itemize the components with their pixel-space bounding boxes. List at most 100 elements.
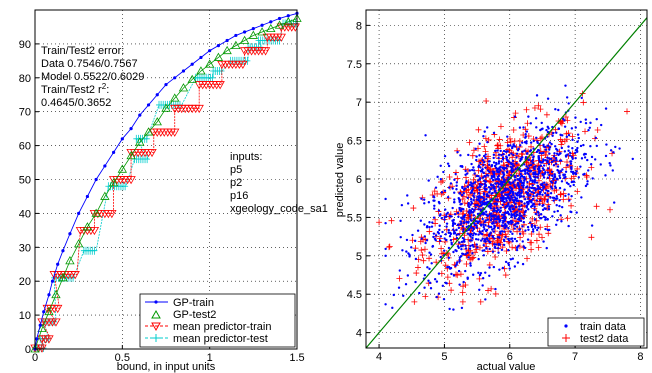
test2-data-point [523,106,530,113]
test2-data-point [490,238,497,245]
train-data-point [464,244,467,247]
train-data-point [456,150,459,154]
train-data-point [467,256,470,259]
test2-data-point [509,244,516,251]
train-data-point [493,190,496,193]
train-data-point [507,188,510,191]
train-data-point [485,173,489,177]
train-data-point [526,152,529,155]
train-data-point [604,107,608,110]
train-data-point [466,196,469,200]
left-y-tick-label: 20 [19,276,31,288]
train-data-point [546,228,549,232]
train-data-point [499,165,502,169]
train-data-point [468,239,472,242]
left-chart: 0 0.5 1 1.5 0 10 20 30 40 50 60 70 80 90 bound, in in… [19,9,328,373]
test2-data-point [396,275,403,282]
train-data-point [472,182,475,185]
test2-data-point [494,142,501,149]
train-data-point [443,237,446,240]
left-grid [35,10,297,349]
train-data-point [446,196,450,199]
train-data-point [555,204,558,207]
gp-test2-marker [143,127,154,136]
train-data-point [413,239,417,243]
train-data-point [505,199,508,202]
train-data-point [567,145,570,148]
train-data-point [558,174,561,178]
train-data-point [544,227,547,231]
test2-data-point [497,123,504,130]
train-data-point [465,172,469,175]
train-data-point [491,178,495,182]
gp-train-marker [190,62,194,66]
train-data-point [501,199,504,202]
train-data-point [425,239,429,242]
train-data-point [522,220,525,224]
train-data-point [445,238,448,242]
train-data-point [431,221,434,224]
test2-data-point [475,126,482,133]
test2-data-point [533,217,540,224]
train-data-point [478,154,481,157]
train-data-point [548,141,552,144]
train-data-point [526,180,529,184]
train-data-point [555,147,558,151]
train-data-point [471,229,474,232]
r2-sup: 2 [102,82,107,91]
train-data-point [589,121,592,125]
gp-test2-line [34,18,298,350]
train-data-point [489,212,493,215]
train-data-point [547,205,551,208]
train-data-point [538,203,541,206]
train-data-point [570,194,573,198]
train-data-point [481,176,485,179]
test2-data-point [509,154,516,161]
train-data-point [503,239,506,243]
test2-data-point [528,239,535,246]
train-data-point [490,225,493,229]
train-data-point [398,269,402,272]
train-data-point [540,188,544,192]
train-data-point [530,225,534,229]
train-data-point [479,223,483,226]
train-data-point [475,226,479,229]
train-data-point [442,170,445,174]
train-data-point [478,188,481,192]
train-data-point [453,213,457,216]
train-data-point [515,210,519,213]
train-data-point [433,204,436,208]
train-data-point [420,197,423,200]
legend-label: GP-test2 [173,309,216,321]
train-data-point [552,199,555,202]
test2-data-point [442,238,449,245]
mean-predictor-test-marker [91,246,98,255]
train-data-point [406,202,410,205]
train-data-point [484,271,487,274]
mean-predictor-train-marker [51,318,61,327]
train-data-point [527,115,530,118]
right-x-tick-label: 6 [507,351,513,363]
train-data-point [544,218,547,221]
train-data-point [566,163,569,167]
right-chart: 4 5 6 7 8 4 4.5 5 5.5 6 6.5 7 7.5 8 actual value pred… [334,9,648,373]
mean-predictor-train-marker [215,81,225,90]
train-data-point [449,266,453,270]
train-data-point [487,195,490,198]
left-x-axis-label: bound, in input units [117,361,216,373]
mean-predictor-train-marker [126,176,136,185]
train-data-point [532,161,535,165]
train-data-point [539,164,543,167]
train-data-point [569,162,573,166]
train-data-point [588,126,591,129]
train-data-point [546,97,550,100]
test2-data-point [496,136,503,143]
train-data-point [472,198,475,202]
train-data-point [406,274,410,277]
train-data-point [590,224,594,227]
train-data-point [504,211,507,214]
train-data-point [520,189,524,192]
train-data-point [501,183,504,186]
train-data-point [531,184,534,187]
train-data-point [554,223,558,227]
